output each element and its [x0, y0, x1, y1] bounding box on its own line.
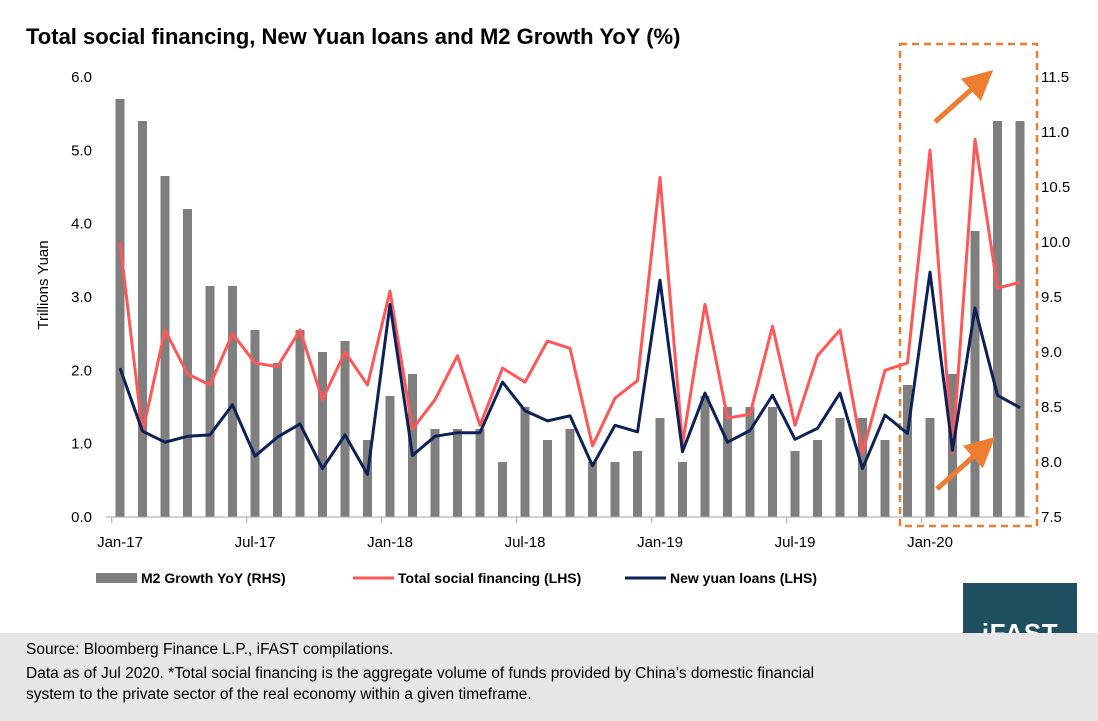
m2-bars — [115, 99, 1025, 517]
m2-bar — [723, 407, 732, 517]
m2-bar — [160, 176, 170, 517]
m2-bar — [475, 429, 485, 517]
m2-bar — [678, 462, 687, 517]
m2-bar — [768, 407, 777, 517]
m2-bar — [273, 363, 282, 517]
m2-bar — [813, 440, 822, 517]
x-tick-label: Jan-17 — [97, 534, 143, 551]
left-tick-label: 3.0 — [71, 289, 92, 306]
source-text: Source: Bloomberg Finance L.P., iFAST co… — [26, 641, 394, 658]
m2-bar — [205, 286, 215, 517]
m2-bar — [453, 429, 462, 517]
right-tick-label: 10.5 — [1041, 179, 1070, 196]
tsf-line — [118, 137, 1021, 455]
right-tick-label: 9.5 — [1041, 289, 1062, 306]
legend-label: M2 Growth YoY (RHS) — [141, 570, 286, 586]
m2-bar — [588, 462, 597, 517]
right-tick-label: 11.5 — [1041, 69, 1069, 86]
right-tick-label: 8.5 — [1041, 399, 1062, 416]
x-tick-label: Jan-20 — [907, 534, 953, 551]
right-tick-label: 10.0 — [1041, 234, 1070, 251]
m2-bar — [993, 121, 1002, 517]
m2-bar — [543, 440, 552, 517]
m2-bar — [430, 429, 440, 517]
legend-swatch-m2 — [96, 573, 137, 583]
legend-label: Total social financing (LHS) — [398, 570, 581, 586]
m2-bar — [610, 462, 620, 517]
left-tick-label: 6.0 — [71, 69, 92, 86]
right-tick-label: 9.0 — [1041, 344, 1062, 361]
left-tick-label: 2.0 — [71, 362, 92, 379]
m2-bar — [633, 451, 642, 517]
m2-bar — [790, 451, 800, 517]
highlight-box — [898, 42, 1039, 528]
axes: Jan-17 Jul-17 Jan-18 Jul-18 Jan-19 Jul-19 Jan-… — [35, 69, 1070, 551]
chart: Total social financing, New Yuan loans a… — [26, 24, 1070, 586]
right-tick-label: 11.0 — [1041, 124, 1069, 141]
y-axis-title: Trillions Yuan — [35, 240, 52, 329]
left-tick-label: 1.0 — [71, 436, 92, 453]
m2-bar — [835, 418, 845, 517]
m2-bar — [250, 330, 260, 517]
m2-bar — [925, 418, 935, 517]
m2-bar — [903, 385, 912, 517]
right-tick-label: 7.5 — [1041, 509, 1062, 526]
highlight-region — [898, 42, 1039, 528]
x-tick-label: Jul-17 — [235, 534, 276, 551]
x-tick-label: Jan-18 — [367, 534, 413, 551]
arrow-up-icon — [935, 437, 996, 491]
m2-bar — [340, 341, 350, 517]
m2-bar — [700, 396, 710, 517]
m2-bar — [745, 407, 755, 517]
legend: M2 Growth YoY (RHS) Total social financin… — [96, 570, 817, 586]
x-tick-label: Jan-19 — [637, 534, 683, 551]
m2-bar — [138, 121, 147, 517]
left-tick-label: 4.0 — [71, 216, 92, 233]
x-tick-label: Jul-18 — [505, 534, 546, 551]
series-lines — [118, 137, 1021, 476]
note-line-2: system to the private sector of the real… — [26, 686, 532, 703]
m2-bar — [115, 99, 125, 517]
left-tick-label: 0.0 — [71, 509, 92, 526]
m2-bar — [228, 286, 237, 517]
footer: Source: Bloomberg Finance L.P., iFAST co… — [0, 633, 1098, 721]
m2-bar — [1015, 121, 1025, 517]
m2-bar — [655, 418, 665, 517]
m2-bar — [565, 429, 575, 517]
right-tick-label: 8.0 — [1041, 454, 1062, 471]
chart-title: Total social financing, New Yuan loans a… — [26, 24, 680, 49]
m2-bar — [498, 462, 507, 517]
note-line-1: Data as of Jul 2020. *Total social finan… — [26, 665, 815, 682]
m2-bar — [880, 440, 890, 517]
x-tick-label: Jul-19 — [775, 534, 816, 551]
m2-bar — [183, 209, 192, 517]
legend-label: New yuan loans (LHS) — [670, 570, 817, 586]
arrow-up-icon — [933, 70, 994, 124]
m2-bar — [318, 352, 327, 517]
loans-line — [118, 270, 1021, 476]
m2-bar — [363, 440, 372, 517]
m2-bar — [970, 231, 980, 517]
m2-bar — [385, 396, 395, 517]
left-tick-label: 5.0 — [71, 142, 92, 159]
m2-bar — [520, 407, 530, 517]
